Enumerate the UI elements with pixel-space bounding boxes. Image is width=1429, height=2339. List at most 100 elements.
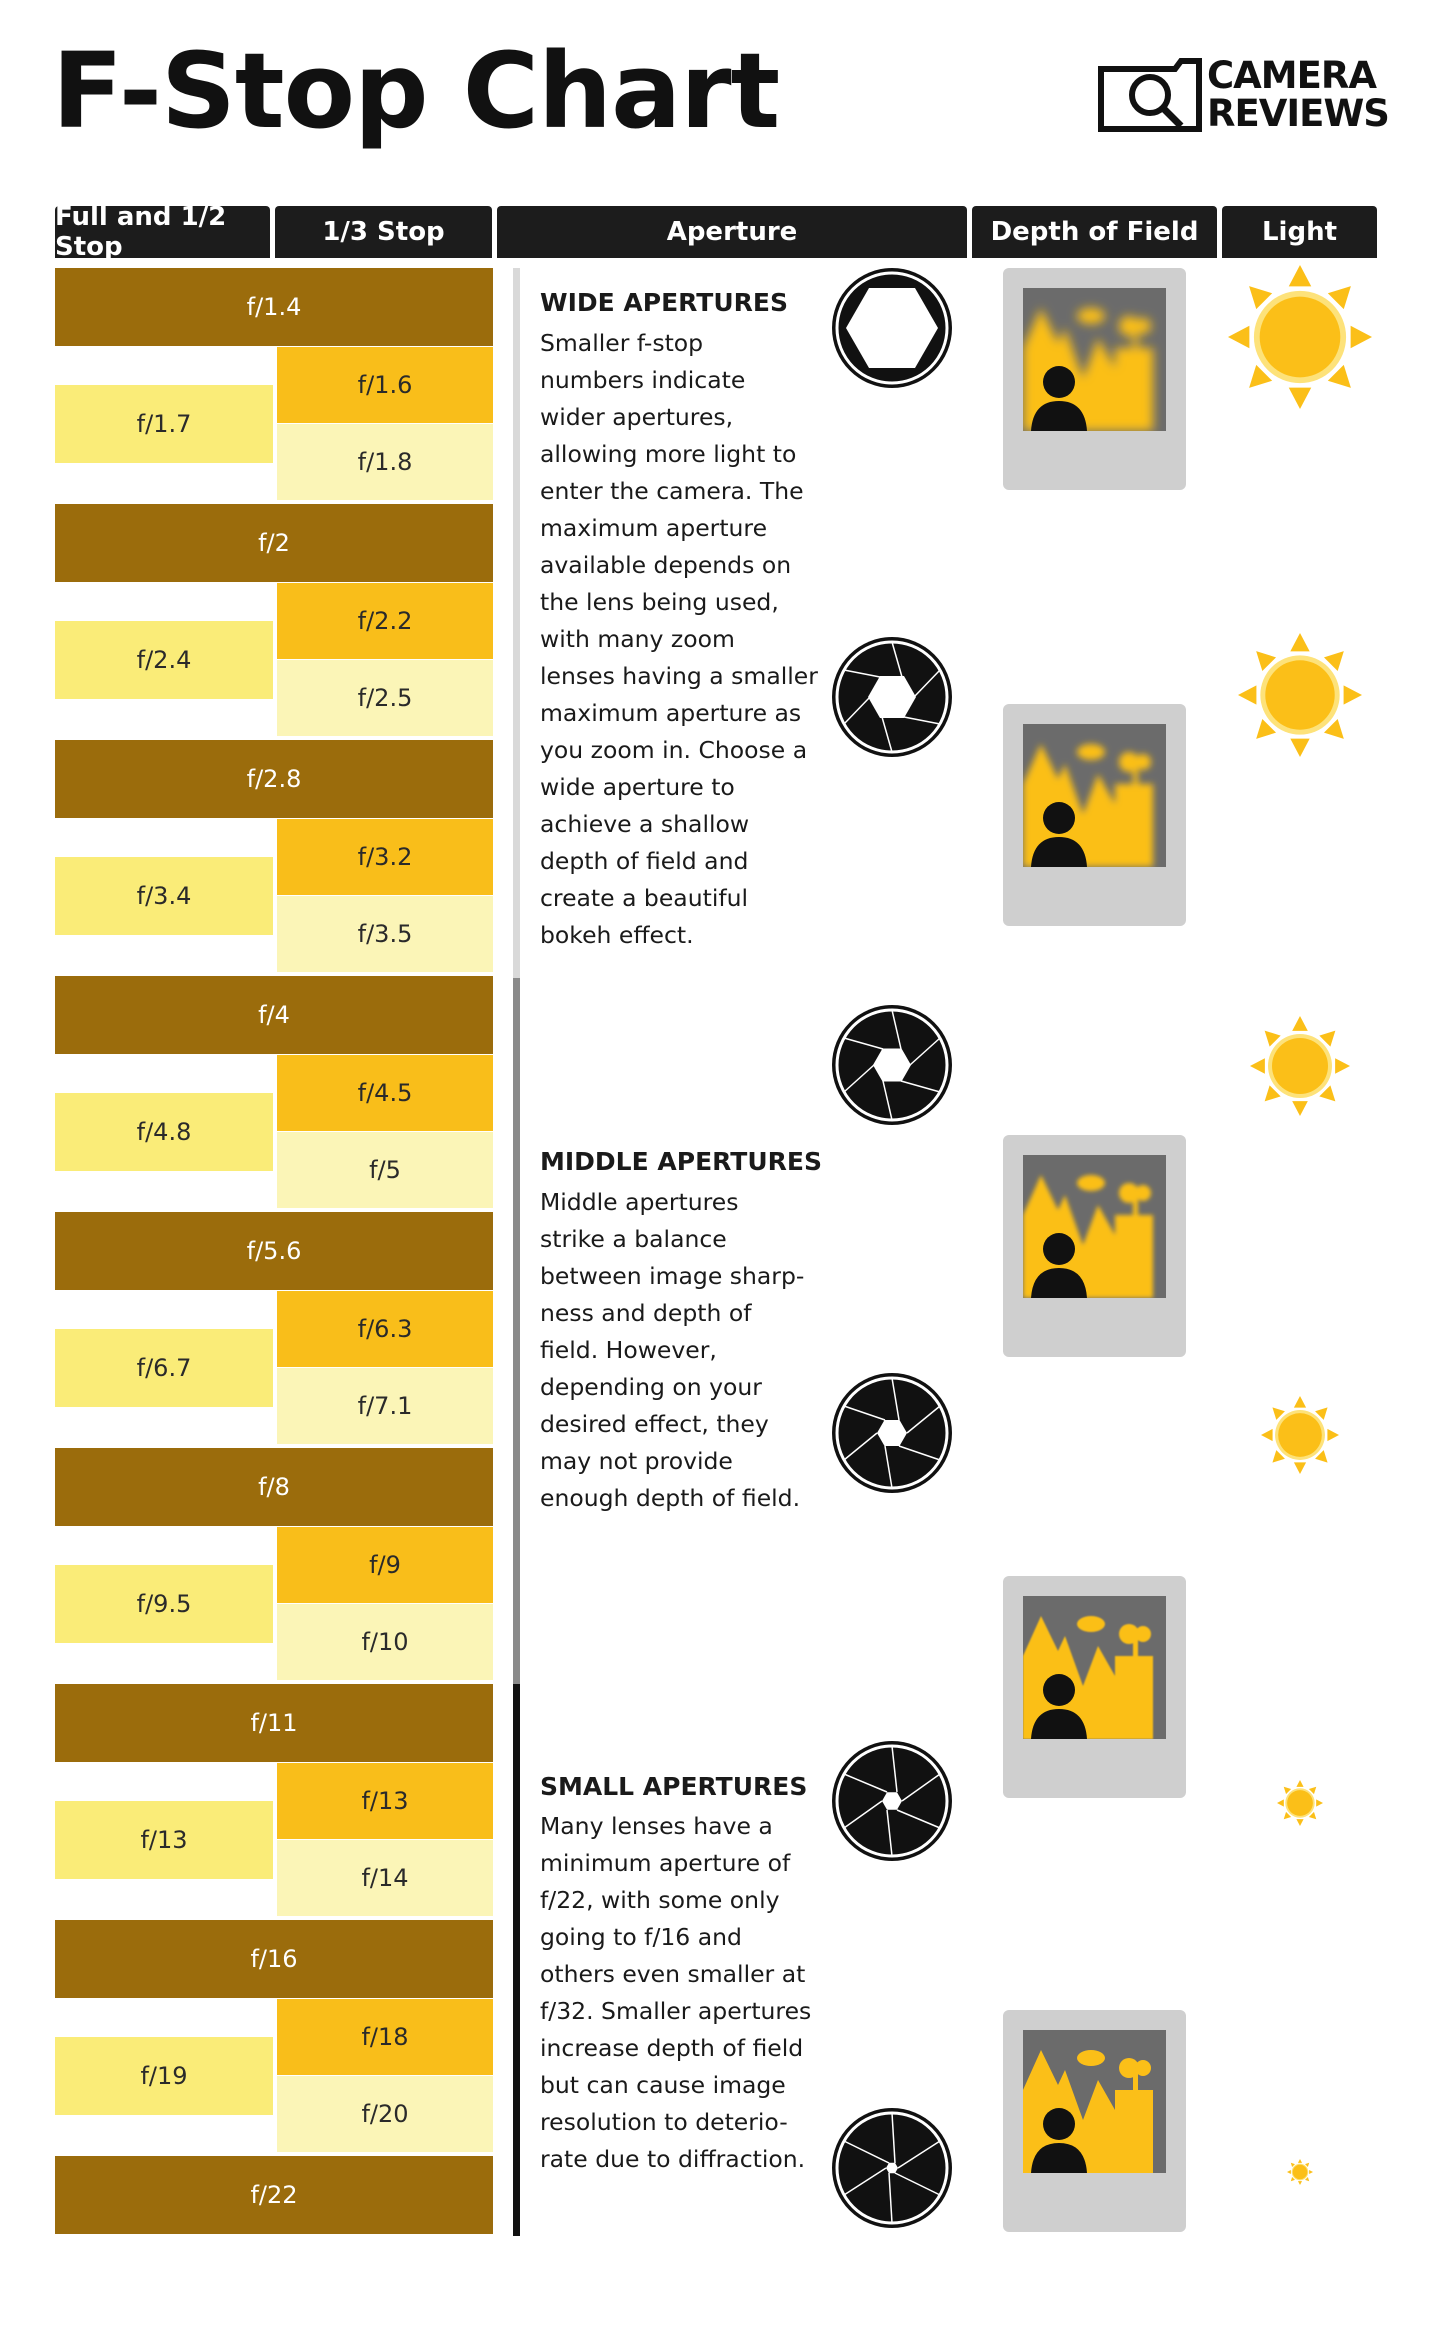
section-text-line: allowing more light to [540, 440, 797, 468]
section-text-line: Smaller f-stop [540, 329, 704, 357]
half-stop-cell: f/13 [55, 1801, 273, 1879]
logo-text-camera: CAMERA [1207, 54, 1377, 97]
section-text-middle: Middle apertures strike a balance between … [540, 1184, 820, 1517]
header-depth-of-field: Depth of Field [972, 206, 1217, 258]
third-stop-cell: f/20 [277, 2076, 493, 2152]
half-stop-cell: f/3.4 [55, 857, 273, 935]
section-text-wide: Smaller f-stop numbers indicate wider aper… [540, 325, 820, 954]
depth-of-field-photo-icon [1003, 1576, 1186, 1798]
sun-icon [1261, 1396, 1339, 1474]
section-heading-middle: MIDDLE APERTURES [540, 1147, 822, 1176]
section-text-small: Many lenses have a minimum aperture of f/2… [540, 1808, 820, 2178]
section-text-line: enter the camera. The [540, 477, 804, 505]
aperture-icon [829, 1738, 955, 1864]
half-stop-cell: f/2.4 [55, 621, 273, 699]
aperture-icon [829, 1002, 955, 1128]
section-text-line: Middle apertures [540, 1188, 739, 1216]
third-stop-cell: f/1.8 [277, 424, 493, 500]
third-stop-cell: f/2.5 [277, 660, 493, 736]
header-aperture: Aperture [497, 206, 967, 258]
aperture-icon [829, 634, 955, 760]
section-text-line: maximum aperture as [540, 699, 802, 727]
full-stop-cell: f/1.4 [55, 268, 493, 346]
logo-text-reviews: REVIEWS [1207, 92, 1390, 135]
section-text-line: f/32. Smaller apertures [540, 1997, 812, 2025]
sun-icon [1277, 1780, 1323, 1826]
full-stop-cell: f/11 [55, 1684, 493, 1762]
third-stop-cell: f/2.2 [277, 583, 493, 659]
section-text-line: the lens being used, [540, 588, 779, 616]
header-full-half-stop: Full and 1/2 Stop [55, 202, 270, 262]
section-text-line: increase depth of field [540, 2034, 804, 2062]
section-text-line: bokeh effect. [540, 921, 694, 949]
section-divider-small [513, 1684, 520, 2236]
section-text-line: going to f/16 and [540, 1923, 742, 1951]
section-text-line: between image sharp- [540, 1262, 805, 1290]
third-stop-cell: f/5 [277, 1132, 493, 1208]
full-stop-cell: f/2.8 [55, 740, 493, 818]
section-text-line: may not provide [540, 1447, 733, 1475]
depth-of-field-photo-icon [1003, 704, 1186, 926]
sun-icon [1238, 633, 1362, 757]
section-text-line: maximum aperture [540, 514, 768, 542]
camera-logo-icon [1098, 58, 1202, 132]
header-third-stop: 1/3 Stop [275, 206, 492, 258]
section-text-line: depending on your [540, 1373, 762, 1401]
section-text-line: resolution to deterio- [540, 2108, 788, 2136]
section-text-line: with many zoom [540, 625, 735, 653]
section-text-line: f/22, with some only [540, 1886, 780, 1914]
section-text-line: achieve a shallow [540, 810, 750, 838]
half-stop-cell: f/1.7 [55, 385, 273, 463]
third-stop-cell: f/1.6 [277, 347, 493, 423]
section-text-line: desired effect, they [540, 1410, 769, 1438]
section-heading-small: SMALL APERTURES [540, 1772, 808, 1801]
third-stop-cell: f/6.3 [277, 1291, 493, 1367]
full-stop-cell: f/22 [55, 2156, 493, 2234]
depth-of-field-photo-icon [1003, 1135, 1186, 1357]
half-stop-cell: f/6.7 [55, 1329, 273, 1407]
section-text-line: but can cause image [540, 2071, 786, 2099]
aperture-icon [829, 2105, 955, 2231]
section-text-line: minimum aperture of [540, 1849, 791, 1877]
third-stop-cell: f/13 [277, 1763, 493, 1839]
sun-icon [1228, 265, 1372, 409]
depth-of-field-photo-icon [1003, 2010, 1186, 2232]
third-stop-cell: f/9 [277, 1527, 493, 1603]
third-stop-cell: f/4.5 [277, 1055, 493, 1131]
half-stop-cell: f/19 [55, 2037, 273, 2115]
header-light: Light [1222, 206, 1377, 258]
third-stop-cell: f/14 [277, 1840, 493, 1916]
third-stop-cell: f/10 [277, 1604, 493, 1680]
half-stop-cell: f/4.8 [55, 1093, 273, 1171]
sun-icon [1287, 2159, 1313, 2185]
aperture-icon [829, 265, 955, 391]
section-text-line: wide aperture to [540, 773, 735, 801]
section-text-line: lenses having a smaller [540, 662, 818, 690]
third-stop-cell: f/18 [277, 1999, 493, 2075]
section-text-line: depth of field and [540, 847, 749, 875]
section-text-line: ness and depth of [540, 1299, 752, 1327]
full-stop-cell: f/16 [55, 1920, 493, 1998]
full-stop-cell: f/5.6 [55, 1212, 493, 1290]
section-text-line: Many lenses have a [540, 1812, 773, 1840]
half-stop-cell: f/9.5 [55, 1565, 273, 1643]
section-text-line: you zoom in. Choose a [540, 736, 808, 764]
page-title: F-Stop Chart [52, 30, 780, 152]
third-stop-cell: f/7.1 [277, 1368, 493, 1444]
aperture-icon [829, 1370, 955, 1496]
section-text-line: create a beautiful [540, 884, 749, 912]
full-stop-cell: f/4 [55, 976, 493, 1054]
section-divider-middle [513, 978, 520, 1684]
third-stop-cell: f/3.5 [277, 896, 493, 972]
section-text-line: wider apertures, [540, 403, 734, 431]
camera-reviews-logo: CAMERA REVIEWS [1095, 54, 1390, 135]
section-text-line: others even smaller at [540, 1960, 806, 1988]
section-text-line: field. However, [540, 1336, 717, 1364]
section-heading-wide: WIDE APERTURES [540, 288, 788, 317]
section-text-line: available depends on [540, 551, 792, 579]
section-divider-wide [513, 268, 520, 978]
section-text-line: enough depth of field. [540, 1484, 801, 1512]
depth-of-field-photo-icon [1003, 268, 1186, 490]
section-text-line: rate due to diffraction. [540, 2145, 806, 2173]
full-stop-cell: f/2 [55, 504, 493, 582]
